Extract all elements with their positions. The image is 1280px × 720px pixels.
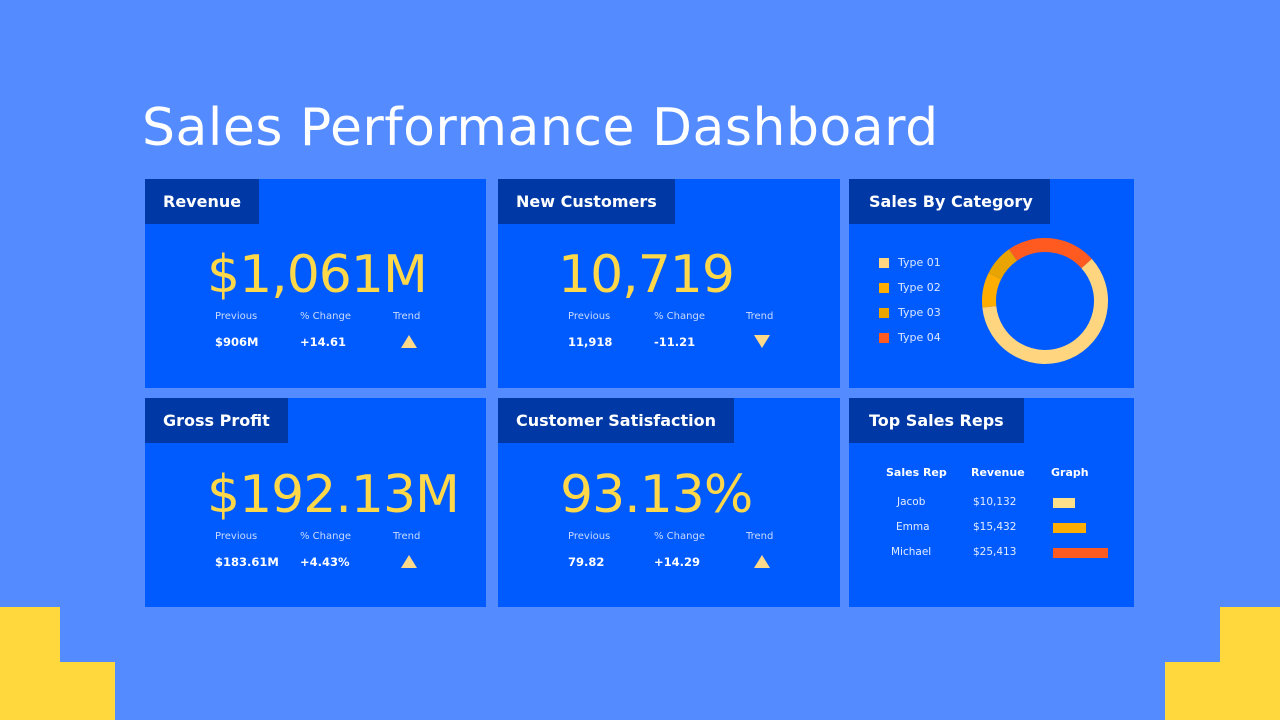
gross-profit-trend-label: Trend bbox=[393, 531, 421, 542]
trend-up-icon bbox=[754, 555, 770, 568]
legend-swatch bbox=[879, 333, 889, 343]
gross-profit-change-label: % Change bbox=[300, 531, 351, 542]
revenue-previous-value: $906M bbox=[215, 335, 259, 349]
new-customers-card: New Customers 10,719 Previous % Change T… bbox=[498, 179, 840, 388]
sales-by-category-card-header: Sales By Category bbox=[849, 179, 1050, 224]
legend-swatch bbox=[879, 308, 889, 318]
gross-profit-card: Gross Profit $192.13M Previous % Change … bbox=[145, 398, 486, 607]
customer-satisfaction-trend-label: Trend bbox=[746, 531, 774, 542]
rep-revenue: $25,413 bbox=[973, 546, 1017, 558]
customer-satisfaction-change-value: +14.29 bbox=[654, 555, 701, 569]
corner-decoration-left-low bbox=[0, 662, 115, 720]
trend-down-icon bbox=[754, 335, 770, 348]
trend-up-icon bbox=[401, 335, 417, 348]
new-customers-change-label: % Change bbox=[654, 311, 705, 322]
gross-profit-value: $192.13M bbox=[207, 465, 460, 525]
legend-label: Type 04 bbox=[898, 331, 941, 344]
donut-slice-type-03 bbox=[988, 249, 1018, 280]
customer-satisfaction-previous-value: 79.82 bbox=[568, 555, 605, 569]
column-header-revenue: Revenue bbox=[971, 466, 1025, 479]
legend-swatch bbox=[879, 258, 889, 268]
corner-decoration-right-low bbox=[1165, 662, 1280, 720]
new-customers-previous-value: 11,918 bbox=[568, 335, 613, 349]
new-customers-value: 10,719 bbox=[558, 245, 735, 305]
top-sales-reps-card: Top Sales Reps Sales Rep Revenue Graph J… bbox=[849, 398, 1134, 607]
donut-slice-type-02 bbox=[982, 272, 1002, 308]
revenue-previous-label: Previous bbox=[215, 311, 258, 322]
rep-bar-michael bbox=[1053, 548, 1108, 558]
legend-label: Type 01 bbox=[898, 256, 941, 269]
gross-profit-previous-value: $183.61M bbox=[215, 555, 279, 569]
rep-revenue: $10,132 bbox=[973, 496, 1017, 508]
new-customers-previous-label: Previous bbox=[568, 311, 611, 322]
revenue-trend-label: Trend bbox=[393, 311, 421, 322]
rep-name: Michael bbox=[891, 546, 932, 558]
customer-satisfaction-previous-label: Previous bbox=[568, 531, 611, 542]
revenue-card: Revenue $1,061M Previous % Change Trend … bbox=[145, 179, 486, 388]
legend-label: Type 03 bbox=[898, 306, 941, 319]
new-customers-card-header: New Customers bbox=[498, 179, 675, 224]
rep-revenue: $15,432 bbox=[973, 521, 1017, 533]
revenue-change-label: % Change bbox=[300, 311, 351, 322]
revenue-value: $1,061M bbox=[207, 245, 428, 305]
category-donut-chart bbox=[982, 238, 1108, 364]
page-title: Sales Performance Dashboard bbox=[142, 98, 939, 158]
new-customers-change-value: -11.21 bbox=[654, 335, 696, 349]
gross-profit-previous-label: Previous bbox=[215, 531, 258, 542]
customer-satisfaction-change-label: % Change bbox=[654, 531, 705, 542]
gross-profit-change-value: +4.43% bbox=[300, 555, 350, 569]
rep-name: Emma bbox=[896, 521, 930, 533]
top-sales-reps-card-header: Top Sales Reps bbox=[849, 398, 1024, 443]
rep-name: Jacob bbox=[897, 496, 926, 508]
customer-satisfaction-card: Customer Satisfaction 93.13% Previous % … bbox=[498, 398, 840, 607]
legend-label: Type 02 bbox=[898, 281, 941, 294]
rep-bar-emma bbox=[1053, 523, 1086, 533]
revenue-card-header: Revenue bbox=[145, 179, 260, 224]
donut-slice-type-04 bbox=[1009, 238, 1092, 269]
trend-up-icon bbox=[401, 555, 417, 568]
revenue-change-value: +14.61 bbox=[300, 335, 347, 349]
gross-profit-card-header: Gross Profit bbox=[145, 398, 288, 443]
column-header-graph: Graph bbox=[1051, 466, 1089, 479]
sales-by-category-card: Sales By Category Type 01 Type 02 Type 0… bbox=[849, 179, 1134, 388]
customer-satisfaction-value: 93.13% bbox=[560, 465, 753, 525]
new-customers-trend-label: Trend bbox=[746, 311, 774, 322]
column-header-sales-rep: Sales Rep bbox=[886, 466, 947, 479]
legend-swatch bbox=[879, 283, 889, 293]
donut-slice-type-01 bbox=[982, 258, 1108, 364]
rep-bar-jacob bbox=[1053, 498, 1075, 508]
customer-satisfaction-card-header: Customer Satisfaction bbox=[498, 398, 735, 443]
